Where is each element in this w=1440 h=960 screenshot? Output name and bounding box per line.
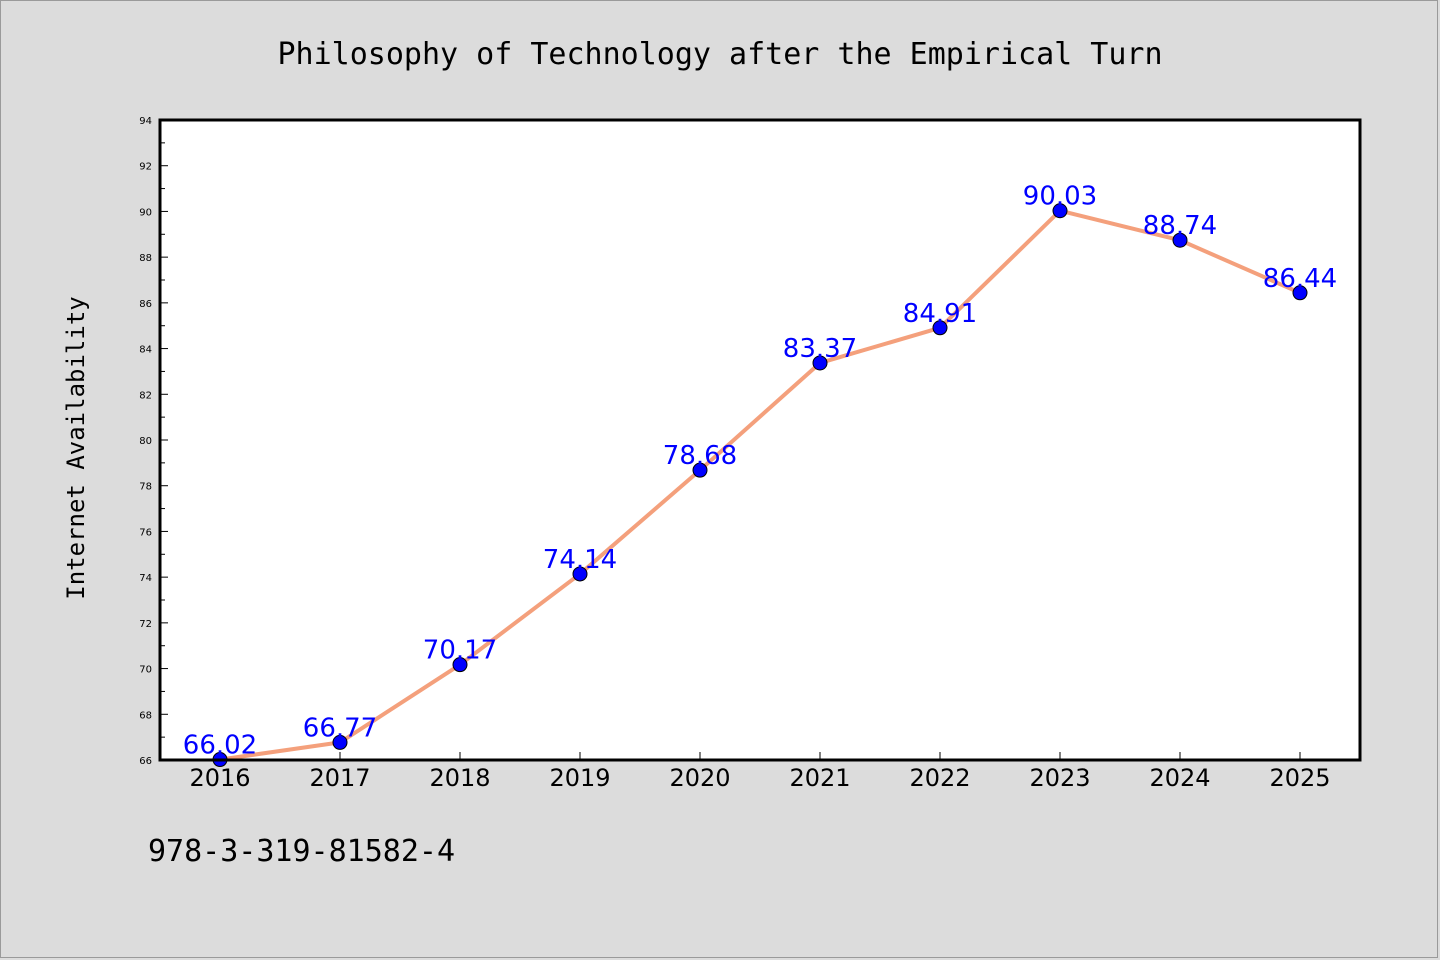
x-tick-label: 2016	[189, 764, 250, 792]
y-tick-label: 84	[139, 345, 152, 356]
y-tick-label: 94	[139, 116, 152, 127]
y-tick-label: 82	[139, 390, 152, 401]
data-label: 86.44	[1263, 264, 1337, 294]
data-label: 88.74	[1143, 211, 1217, 241]
y-tick-label: 72	[139, 619, 152, 630]
data-point	[452, 657, 468, 673]
y-tick-label: 80	[139, 436, 152, 447]
data-label: 83.37	[783, 334, 857, 364]
x-tick-label: 2020	[669, 764, 730, 792]
data-label: 70.17	[423, 636, 497, 666]
x-tick-label: 2025	[1269, 764, 1330, 792]
y-tick-label: 74	[139, 573, 152, 584]
x-tick-label: 2021	[789, 764, 850, 792]
y-tick-label: 92	[139, 162, 152, 173]
data-point	[332, 734, 348, 750]
data-point	[1172, 232, 1188, 248]
y-tick-label: 68	[139, 710, 152, 721]
x-tick-label: 2022	[909, 764, 970, 792]
data-point	[1292, 285, 1308, 301]
data-label: 66.02	[183, 731, 257, 761]
data-point	[572, 566, 588, 582]
y-tick-label: 86	[139, 299, 152, 310]
data-label: 74.14	[543, 545, 617, 575]
series-line	[218, 208, 1302, 762]
x-tick-label: 2024	[1149, 764, 1210, 792]
y-axis-label: Internet Availability	[62, 296, 90, 599]
y-tick-label: 70	[139, 665, 152, 676]
x-tick-label: 2019	[549, 764, 610, 792]
isbn-caption: 978-3-319-81582-4	[148, 834, 456, 869]
y-tick-label: 76	[139, 527, 152, 538]
x-tick-label: 2018	[429, 764, 490, 792]
data-point	[932, 320, 948, 336]
y-tick-label: 78	[139, 482, 152, 493]
data-point	[692, 462, 708, 478]
plot-area	[160, 120, 1360, 760]
y-tick-label: 88	[139, 253, 152, 264]
y-tick-label: 66	[139, 756, 152, 767]
data-label: 84.91	[903, 299, 977, 329]
data-label: 78.68	[663, 441, 737, 471]
data-point	[1052, 203, 1068, 219]
data-point	[812, 355, 828, 371]
x-tick-label: 2023	[1029, 764, 1090, 792]
plot-frame	[158, 118, 1362, 762]
chart-title: Philosophy of Technology after the Empir…	[277, 37, 1162, 72]
data-label: 66.77	[303, 713, 377, 743]
y-tick-label: 90	[139, 207, 152, 218]
x-tick-label: 2017	[309, 764, 370, 792]
data-label: 90.03	[1023, 182, 1097, 212]
